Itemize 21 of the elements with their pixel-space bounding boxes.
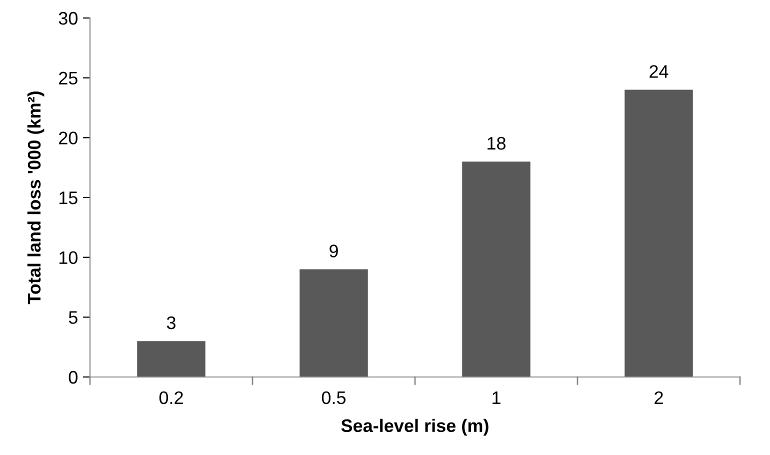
bar bbox=[137, 341, 206, 377]
y-axis-title: Total land loss '000 (km²) bbox=[27, 92, 44, 304]
bar bbox=[624, 90, 693, 377]
data-label: 3 bbox=[166, 316, 176, 330]
data-label: 9 bbox=[330, 244, 338, 258]
y-tick-label: 30 bbox=[58, 12, 78, 25]
y-tick-label: 0 bbox=[68, 370, 78, 384]
y-tick-label: 15 bbox=[59, 192, 78, 204]
y-tick-label: 5 bbox=[68, 311, 78, 324]
data-label: 18 bbox=[488, 136, 506, 150]
x-tick-label: 0.5 bbox=[322, 391, 346, 404]
y-tick-label: 20 bbox=[59, 132, 78, 144]
x-axis-title: Sea-level rise (m) bbox=[341, 418, 488, 436]
bar bbox=[462, 162, 530, 377]
x-tick-label: 1 bbox=[492, 392, 500, 404]
x-tick-label: 2 bbox=[654, 391, 663, 404]
y-tick-label: 10 bbox=[59, 251, 78, 264]
y-tick-label: 25 bbox=[59, 72, 78, 85]
x-tick-label: 0.2 bbox=[159, 391, 183, 404]
bar bbox=[300, 269, 368, 377]
data-label: 24 bbox=[650, 65, 668, 78]
